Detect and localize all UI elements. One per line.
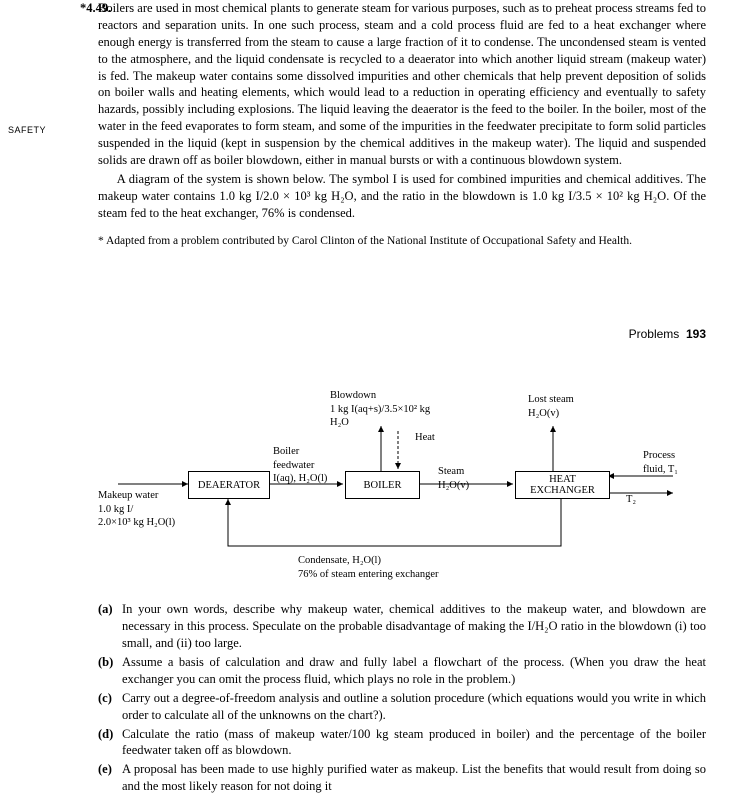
- qa-letter: (a): [98, 601, 113, 618]
- blowdown-label: Blowdown 1 kg I(aq+s)/3.5×10² kg H₂O: [330, 389, 430, 428]
- lost-steam-label: Lost steam H₂O(v): [528, 393, 574, 419]
- footnote: * Adapted from a problem contributed by …: [98, 235, 706, 247]
- paragraph-1: Boilers are used in most chemical plants…: [98, 0, 706, 169]
- qd-letter: (d): [98, 726, 113, 743]
- deaerator-box: DEAERATOR: [188, 471, 270, 499]
- t2-label: T₂: [626, 493, 636, 506]
- problem-number: *4.49.: [80, 0, 111, 17]
- process-diagram: DEAERATOR BOILER HEAT EXCHANGER Makeup w…: [98, 371, 706, 601]
- qd-text: Calculate the ratio (mass of makeup wate…: [122, 727, 706, 758]
- mw2: 1.0 kg I/: [98, 504, 133, 515]
- page-heading: Problems 193: [30, 327, 706, 341]
- he-line2: EXCHANGER: [530, 485, 595, 496]
- safety-margin-label: SAFETY: [8, 125, 46, 135]
- bf1: Boiler: [273, 446, 299, 457]
- heat-exchanger-box: HEAT EXCHANGER: [515, 471, 610, 499]
- question-a: (a) In your own words, describe why make…: [98, 601, 706, 652]
- heat-label: Heat: [415, 431, 435, 444]
- boiler-box: BOILER: [345, 471, 420, 499]
- question-list: (a) In your own words, describe why make…: [98, 601, 706, 795]
- pf1: Process: [643, 450, 675, 461]
- qc-letter: (c): [98, 690, 112, 707]
- mw1: Makeup water: [98, 490, 158, 501]
- steam-label: Steam H₂O(v): [438, 465, 469, 491]
- bd1: Blowdown: [330, 390, 376, 401]
- qb-text: Assume a basis of calculation and draw a…: [122, 655, 706, 686]
- bd3: H₂O: [330, 417, 349, 428]
- paragraph-2: A diagram of the system is shown below. …: [98, 171, 706, 222]
- boiler-feedwater-label: Boiler feedwater I(aq), H₂O(l): [273, 445, 327, 484]
- cd1: Condensate, H₂O(l): [298, 555, 381, 566]
- qe-text: A proposal has been made to use highly p…: [122, 762, 706, 793]
- st2: H₂O(v): [438, 480, 469, 491]
- bf2: feedwater: [273, 460, 314, 471]
- mw3: 2.0×10³ kg H₂O(l): [98, 517, 175, 528]
- question-d: (d) Calculate the ratio (mass of makeup …: [98, 726, 706, 760]
- qb-letter: (b): [98, 654, 113, 671]
- problem-body: *4.49. Boilers are used in most chemical…: [98, 0, 706, 221]
- qa-text: In your own words, describe why makeup w…: [122, 602, 706, 650]
- qe-letter: (e): [98, 761, 112, 778]
- question-b: (b) Assume a basis of calculation and dr…: [98, 654, 706, 688]
- page-heading-label: Problems: [629, 327, 680, 341]
- condensate-label: Condensate, H₂O(l) 76% of steam entering…: [298, 554, 439, 580]
- bf3: I(aq), H₂O(l): [273, 473, 327, 484]
- qc-text: Carry out a degree-of-freedom analysis a…: [122, 691, 706, 722]
- makeup-water-label: Makeup water 1.0 kg I/ 2.0×10³ kg H₂O(l): [98, 489, 175, 528]
- process-fluid-label: Process fluid, T₁: [643, 449, 678, 475]
- cd2: 76% of steam entering exchanger: [298, 569, 439, 580]
- bd2: 1 kg I(aq+s)/3.5×10² kg: [330, 404, 430, 415]
- question-c: (c) Carry out a degree-of-freedom analys…: [98, 690, 706, 724]
- pf2: fluid, T₁: [643, 464, 678, 475]
- ls2: H₂O(v): [528, 408, 559, 419]
- ls1: Lost steam: [528, 394, 574, 405]
- page-number: 193: [686, 327, 706, 341]
- st1: Steam: [438, 466, 464, 477]
- he-line1: HEAT: [549, 474, 576, 485]
- question-e: (e) A proposal has been made to use high…: [98, 761, 706, 795]
